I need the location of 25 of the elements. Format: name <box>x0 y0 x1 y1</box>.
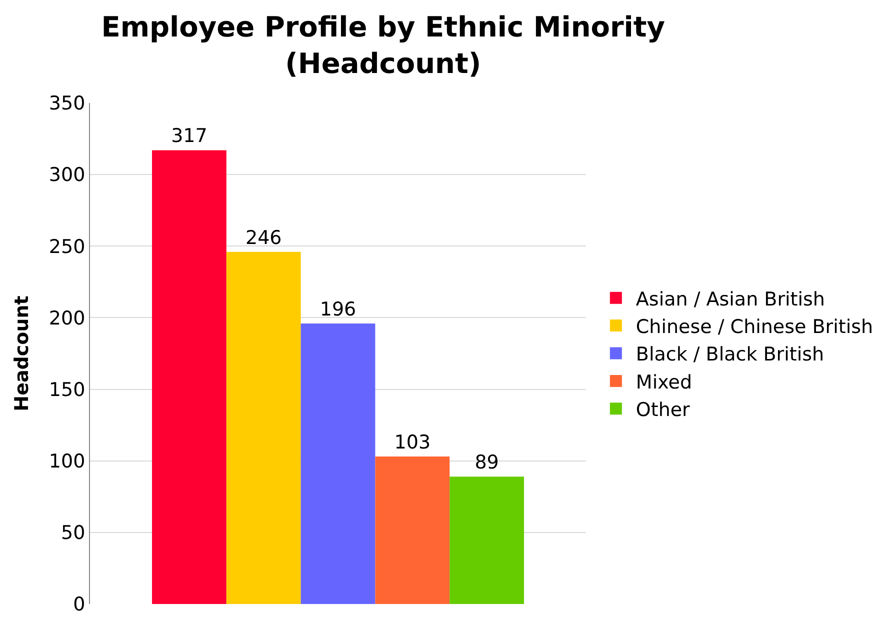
y-tick-label: 350 <box>48 92 86 115</box>
y-tick-label: 50 <box>61 522 86 544</box>
legend-label: Asian / Asian British <box>636 288 825 310</box>
y-tick-label: 150 <box>48 378 86 401</box>
y-tick-label: 300 <box>48 164 86 186</box>
bar <box>300 323 376 604</box>
y-tick-label: 100 <box>48 450 86 473</box>
data-label: 103 <box>394 432 431 454</box>
data-label: 89 <box>474 452 499 474</box>
chart-title: Employee Profile by Ethnic Minority (Headcount) <box>101 10 666 80</box>
data-label: 196 <box>320 298 356 320</box>
y-tick-label: 250 <box>48 236 86 258</box>
legend-label: Mixed <box>636 371 692 394</box>
data-label: 246 <box>245 226 282 249</box>
legend-label: Other <box>636 399 690 422</box>
bar <box>152 150 226 604</box>
bar <box>450 476 524 604</box>
y-axis-title: Headcount <box>10 296 33 412</box>
legend-label: Black / Black British <box>636 344 824 366</box>
bar <box>226 252 301 604</box>
bar <box>375 456 450 604</box>
y-tick-label: 0 <box>73 594 86 616</box>
data-label: 317 <box>171 125 208 148</box>
y-tick-label: 200 <box>48 307 86 330</box>
legend-label: Chinese / Chinese British <box>636 316 874 338</box>
